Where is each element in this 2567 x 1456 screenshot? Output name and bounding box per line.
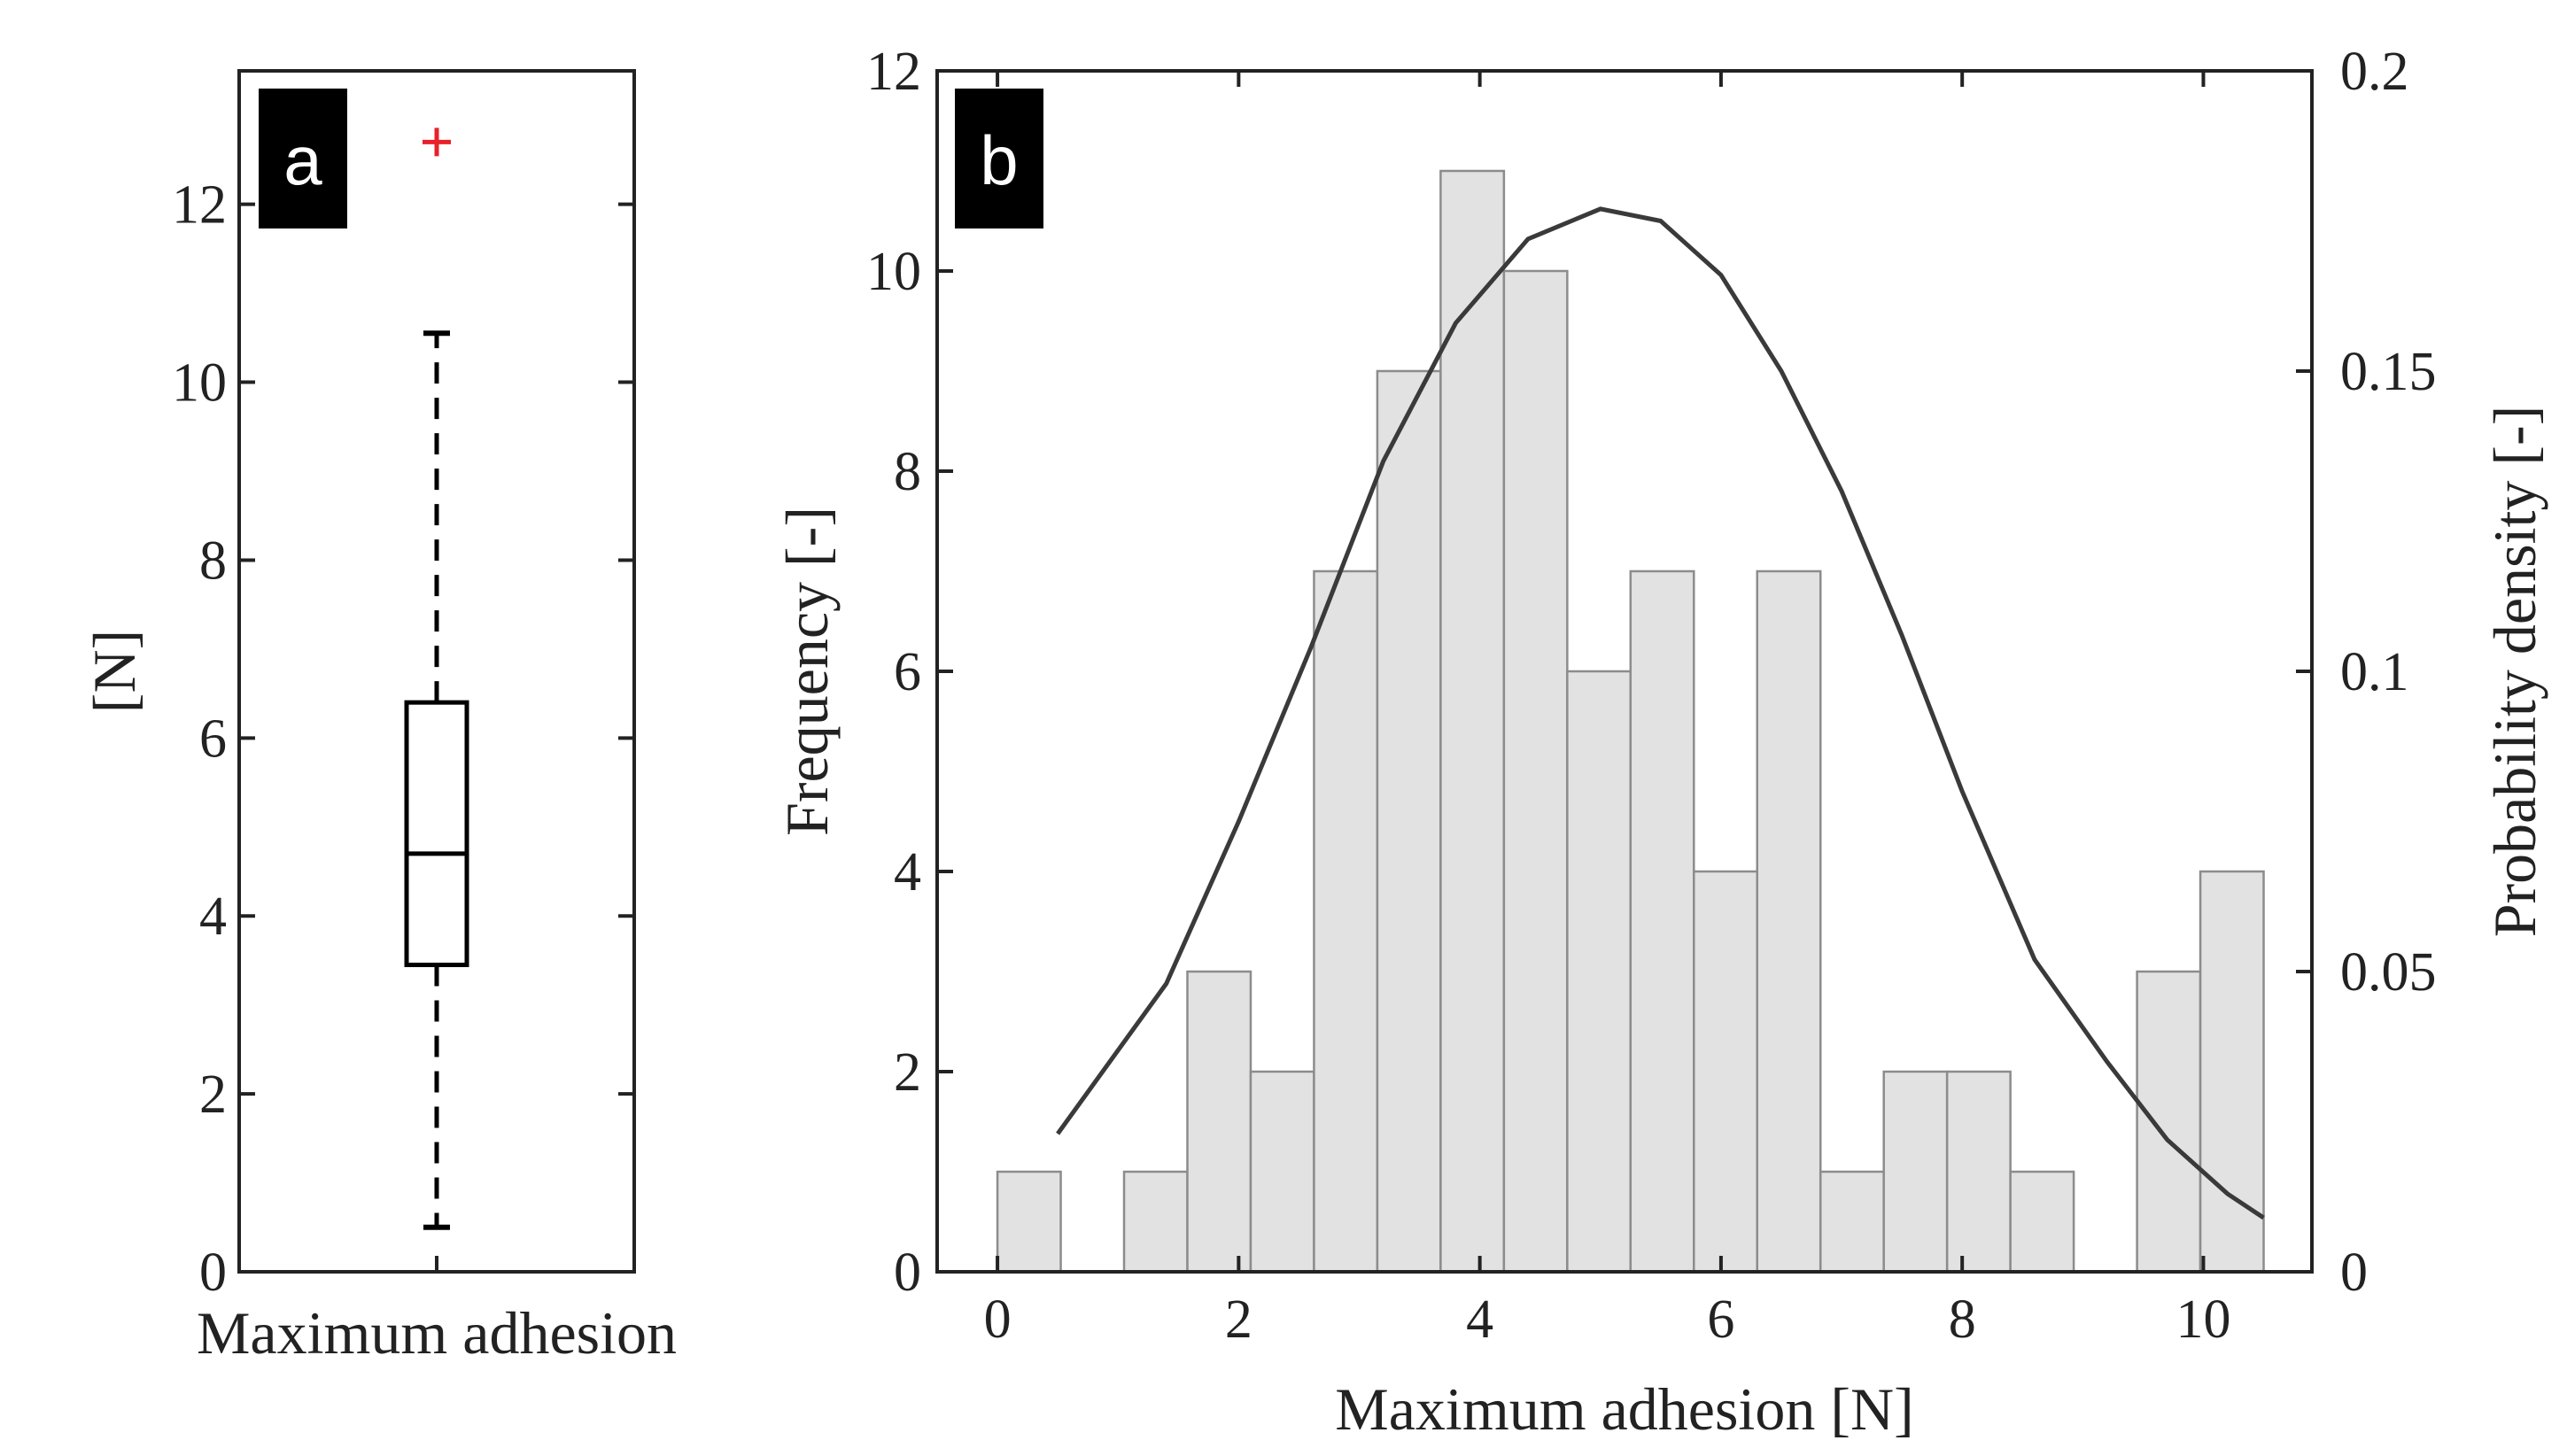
- panel-b-xtick-label: 0: [984, 1289, 1012, 1350]
- panel-a-ytick-label: 4: [199, 887, 227, 947]
- panel-b-xtick-label: 8: [1949, 1289, 1976, 1350]
- histogram-bar: [1313, 569, 1379, 1274]
- panel-b-ytick-label: 2: [894, 1042, 921, 1103]
- panel-b-ytick-label: 6: [894, 642, 921, 702]
- panel-b-ytick-label: 12: [866, 42, 921, 102]
- histogram-bar: [2009, 1170, 2075, 1274]
- panel-b-x-ticks: 0 2 4 6 8 10: [984, 71, 2230, 1350]
- panel-a-boxplot: 0 2 4 6 8 10 12 a Maximum adhesion [N]: [81, 69, 677, 1367]
- panel-a-ytick-label: 10: [172, 353, 227, 414]
- panel-b-histogram: 0 2 4 6 8 10 0 2 4 6 8 10 12 0 0.05 0.1 0.15 0.2 b Maxi…: [773, 42, 2548, 1443]
- panel-b-xtick-label: 4: [1466, 1289, 1493, 1350]
- histogram-bar: [1122, 1170, 1189, 1274]
- panel-b-xtick-label: 2: [1225, 1289, 1252, 1350]
- panel-b-y2tick-label: 0: [2340, 1243, 2368, 1303]
- panel-b-y2-ticks: 0 0.05 0.1 0.15 0.2: [2296, 42, 2437, 1303]
- histogram-bar: [1629, 569, 1695, 1274]
- histogram-bar: [2199, 870, 2265, 1274]
- histogram-bar: [1186, 970, 1252, 1274]
- panel-a-ytick-label: 6: [199, 709, 227, 769]
- panel-b-bars: [996, 169, 2265, 1274]
- panel-a-ytick-label: 8: [199, 531, 227, 591]
- panel-b-label-bg: [955, 89, 1043, 228]
- panel-b-y2-title: Probability density [-]: [2481, 406, 2548, 938]
- panel-b-ytick-label: 4: [894, 842, 921, 902]
- panel-b-ytick-label: 10: [866, 242, 921, 302]
- histogram-bar: [1249, 1070, 1315, 1274]
- panel-a-ytick-label: 12: [172, 175, 227, 236]
- panel-b-label: b: [980, 121, 1018, 199]
- panel-b-ytick-label: 8: [894, 442, 921, 502]
- histogram-bar: [1439, 169, 1506, 1274]
- histogram-bar: [1566, 670, 1632, 1274]
- panel-b-y-title: Frequency [-]: [773, 507, 841, 836]
- panel-b-y2tick-label: 0.05: [2340, 942, 2437, 1003]
- histogram-bar: [1819, 1170, 1885, 1274]
- panel-b-y2tick-label: 0.1: [2340, 642, 2409, 702]
- panel-b-y2tick-label: 0.15: [2340, 342, 2437, 402]
- panel-a-label: a: [283, 121, 322, 199]
- panel-b-xtick-label: 10: [2175, 1289, 2230, 1350]
- panel-b-y-ticks: 0 2 4 6 8 10 12: [866, 42, 953, 1303]
- density-curve: [1056, 206, 2265, 1220]
- panel-a-ytick-label: 0: [199, 1243, 227, 1303]
- panel-a-y-ticks: 0 2 4 6 8 10 12: [172, 175, 634, 1303]
- panel-a-label-bg: [259, 89, 347, 228]
- histogram-bar: [1882, 1070, 1949, 1274]
- panel-a-x-title: Maximum adhesion: [197, 1299, 677, 1367]
- histogram-bar: [2136, 970, 2202, 1274]
- panel-b-x-title: Maximum adhesion [N]: [1335, 1375, 1913, 1443]
- panel-a-y-title: [N]: [81, 630, 148, 713]
- histogram-bar: [996, 1170, 1062, 1274]
- panel-b-y2tick-label: 0.2: [2340, 42, 2409, 102]
- histogram-bar: [1376, 369, 1442, 1274]
- panel-b-xtick-label: 6: [1707, 1289, 1734, 1350]
- panel-a-box-group: [404, 128, 469, 1230]
- panel-a-ytick-label: 2: [199, 1065, 227, 1125]
- histogram-bar: [1945, 1070, 2012, 1274]
- histogram-bar: [1756, 569, 1822, 1274]
- panel-b-ytick-label: 0: [894, 1243, 921, 1303]
- histogram-bar: [1502, 269, 1569, 1274]
- histogram-bar: [1693, 870, 1759, 1274]
- outlier-marker: [423, 128, 451, 157]
- iqr-box: [404, 700, 469, 967]
